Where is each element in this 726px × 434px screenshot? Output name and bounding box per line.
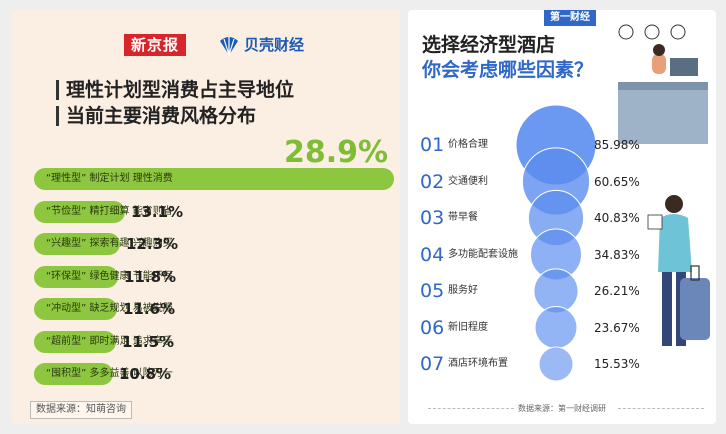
factor-value: 85.98% [594, 138, 640, 152]
factor-value: 34.83% [594, 247, 640, 262]
divider [618, 408, 704, 409]
style-bar-row: “理性型” 制定计划 理性消费 [34, 168, 394, 190]
style-bar-label: “囤积型” 多多益善 以防万一 [46, 368, 173, 379]
consumption-style-panel: 新京报 贝壳财经 理性计划型消费占主导地位 当前主要消费风格分布 28.9% “… [12, 10, 400, 424]
style-bar-label: “冲动型” 缺乏规划 易被说服 [46, 303, 173, 314]
factor-value: 60.65% [594, 174, 640, 189]
style-bar-row: “超前型” 即时满足 追求享乐 11.5% [34, 330, 394, 353]
style-bar-value: 11.5% [122, 332, 175, 351]
style-bar [34, 233, 120, 255]
factor-value: 15.53% [594, 357, 640, 371]
style-bar-label: “理性型” 制定计划 理性消费 [46, 173, 173, 184]
hotel-factors-panel: 第一财经 选择经济型酒店 你会考虑哪些因素？ 01 价格合理 85.98% 02 交通便… [408, 10, 716, 424]
style-bar [34, 363, 113, 385]
right-title: 选择经济型酒店 [422, 34, 556, 56]
top-value-label: 28.9% [284, 135, 389, 170]
style-bar-value: 12.3% [126, 235, 179, 253]
left-title: 理性计划型消费占主导地位 [66, 79, 295, 101]
style-bar [34, 200, 125, 223]
factor-bubble [534, 306, 578, 349]
factor-value: 26.21% [594, 284, 640, 298]
divider [428, 408, 514, 409]
shell-logo-icon [220, 37, 238, 56]
right-subtitle: 你会考虑哪些因素？ [422, 59, 594, 81]
factor-label: 价格合理 [448, 139, 488, 150]
factor-index: 01 [420, 134, 445, 156]
style-bar-row: “冲动型” 缺乏规划 易被说服 11.6% [34, 298, 394, 320]
factor-index: 06 [420, 316, 445, 339]
factor-index: 07 [420, 353, 445, 375]
style-bar-value: 11.8% [124, 267, 177, 286]
yicai-logo: 第一财经 [544, 10, 596, 26]
style-bar-row: “兴趣型” 探索有趣 兴趣购买 12.3% [34, 233, 394, 255]
factor-value: 23.67% [594, 320, 640, 335]
factor-index: 05 [420, 280, 445, 302]
style-bar-row: “环保型” 绿色健康 节能环保 11.8% [34, 265, 394, 288]
style-bar-value: 10.8% [119, 365, 172, 383]
factor-label: 交通便利 [448, 175, 488, 187]
reception-desk-illustration [618, 24, 708, 144]
factor-index: 03 [420, 207, 445, 229]
factor-label: 酒店环境布置 [448, 358, 508, 369]
xinjingbao-logo: 新京报 [124, 34, 187, 56]
style-bar-label: “环保型” 绿色健康 节能环保 [46, 270, 173, 282]
data-source-left: 数据来源：知萌咨询 [30, 401, 132, 419]
factor-label: 多功能配套设施 [448, 248, 518, 260]
style-bar [34, 330, 116, 353]
style-bar-value: 13.1% [131, 202, 184, 221]
style-bar-label: “兴趣型” 探索有趣 兴趣购买 [46, 238, 173, 249]
data-source-right: 数据来源：第一财经调研 [518, 404, 606, 413]
style-bar [34, 265, 118, 288]
factor-bubble [538, 346, 574, 382]
factor-index: 02 [420, 170, 445, 193]
factor-index: 04 [420, 243, 445, 266]
style-bar-label: “超前型” 即时满足 追求享乐 [46, 335, 173, 347]
title-accent-bar [56, 80, 59, 100]
factor-label: 带早餐 [448, 212, 478, 223]
hotel-factor-bubble-chart [515, 24, 710, 382]
style-bar-value: 11.6% [123, 300, 176, 318]
factor-label: 服务好 [448, 285, 478, 296]
style-bar [34, 168, 394, 190]
style-bar-label: “节俭型” 精打细算 能省则省 [46, 205, 173, 217]
left-subtitle: 当前主要消费风格分布 [66, 105, 257, 127]
factor-label: 新旧程度 [448, 321, 488, 333]
title-accent-bar [56, 106, 59, 126]
style-bar [34, 298, 117, 320]
traveller-illustration [647, 195, 710, 346]
style-bar-row: “囤积型” 多多益善 以防万一 10.8% [34, 363, 394, 385]
beike-caijing-logo: 贝壳财经 [244, 36, 305, 54]
factor-value: 40.83% [594, 211, 640, 225]
style-bar-row: “节俭型” 精打细算 能省则省 13.1% [34, 200, 394, 223]
